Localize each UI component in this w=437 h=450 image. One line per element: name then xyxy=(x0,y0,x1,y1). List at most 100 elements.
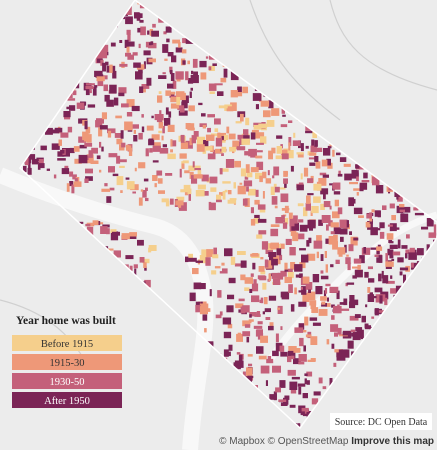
parcel xyxy=(347,262,351,271)
parcel xyxy=(169,92,175,98)
parcel xyxy=(289,404,296,408)
parcel xyxy=(271,272,280,279)
parcel xyxy=(141,114,144,118)
parcel xyxy=(92,220,99,225)
parcel xyxy=(118,92,125,97)
parcel xyxy=(198,102,203,106)
parcel xyxy=(353,188,361,191)
parcel xyxy=(178,110,188,116)
parcel xyxy=(363,247,366,254)
parcel xyxy=(273,166,280,176)
parcel xyxy=(270,224,280,227)
parcel xyxy=(178,202,187,211)
parcel xyxy=(101,112,107,120)
parcel xyxy=(263,110,271,118)
parcel xyxy=(112,70,117,79)
parcel xyxy=(107,128,116,134)
parcel xyxy=(293,358,301,365)
parcel xyxy=(185,256,189,263)
parcel xyxy=(382,205,387,210)
parcel xyxy=(214,118,221,125)
parcel xyxy=(120,190,123,193)
parcel xyxy=(141,84,150,89)
parcel xyxy=(119,165,125,168)
osm-credit[interactable]: © OpenStreetMap xyxy=(268,436,349,447)
parcel xyxy=(304,316,309,326)
parcel xyxy=(265,248,273,254)
parcel xyxy=(134,268,137,277)
parcel xyxy=(251,295,260,303)
parcel xyxy=(230,256,236,265)
parcel xyxy=(344,244,347,253)
parcel xyxy=(358,215,364,218)
parcel xyxy=(312,322,321,326)
parcel xyxy=(95,120,103,128)
parcel xyxy=(377,210,381,218)
parcel xyxy=(253,279,257,286)
parcel xyxy=(189,292,196,302)
parcel xyxy=(201,113,206,117)
parcel xyxy=(234,360,244,368)
parcel xyxy=(347,340,354,349)
parcel xyxy=(258,266,265,272)
parcel xyxy=(196,136,205,146)
parcel xyxy=(219,168,229,172)
parcel xyxy=(154,183,157,188)
mapbox-credit[interactable]: © Mapbox xyxy=(219,436,265,447)
parcel xyxy=(202,314,208,321)
parcel xyxy=(169,198,174,205)
parcel xyxy=(275,155,284,160)
parcel xyxy=(311,139,315,148)
parcel xyxy=(297,423,301,428)
parcel xyxy=(240,113,244,122)
parcel xyxy=(251,129,259,133)
parcel xyxy=(171,55,177,63)
parcel xyxy=(94,85,98,88)
parcel xyxy=(163,31,167,35)
parcel xyxy=(90,160,99,164)
parcel xyxy=(158,91,162,94)
parcel xyxy=(175,47,183,53)
parcel xyxy=(225,159,235,168)
parcel xyxy=(259,208,266,213)
parcel xyxy=(253,325,263,329)
legend-label: 1930-50 xyxy=(50,377,85,388)
parcel xyxy=(379,222,385,229)
parcel xyxy=(281,291,290,300)
parcel xyxy=(109,187,115,191)
parcel xyxy=(124,121,133,131)
parcel xyxy=(97,80,104,87)
parcel xyxy=(321,303,327,307)
parcel xyxy=(408,252,417,260)
parcel xyxy=(284,262,288,271)
parcel xyxy=(145,187,148,191)
parcel xyxy=(242,198,248,206)
parcel xyxy=(406,234,410,239)
parcel xyxy=(264,308,271,313)
parcel xyxy=(338,253,343,257)
parcel xyxy=(52,129,60,134)
parcel xyxy=(227,323,233,329)
parcel xyxy=(63,111,71,118)
parcel xyxy=(194,168,201,171)
parcel xyxy=(223,134,229,141)
parcel xyxy=(110,231,119,241)
improve-link[interactable]: Improve this map xyxy=(351,436,434,447)
parcel xyxy=(271,196,278,205)
parcel xyxy=(246,367,253,376)
parcel xyxy=(222,317,232,325)
parcel xyxy=(85,83,95,86)
parcel xyxy=(60,149,65,154)
parcel xyxy=(378,273,382,282)
parcel xyxy=(399,267,408,271)
parcel xyxy=(254,314,261,317)
parcel xyxy=(353,237,359,241)
parcel xyxy=(239,137,244,145)
parcel xyxy=(84,120,88,130)
parcel xyxy=(268,273,271,281)
parcel xyxy=(387,224,393,227)
parcel xyxy=(324,288,328,294)
parcel xyxy=(385,280,395,284)
parcel xyxy=(196,144,205,152)
parcel xyxy=(293,132,296,138)
